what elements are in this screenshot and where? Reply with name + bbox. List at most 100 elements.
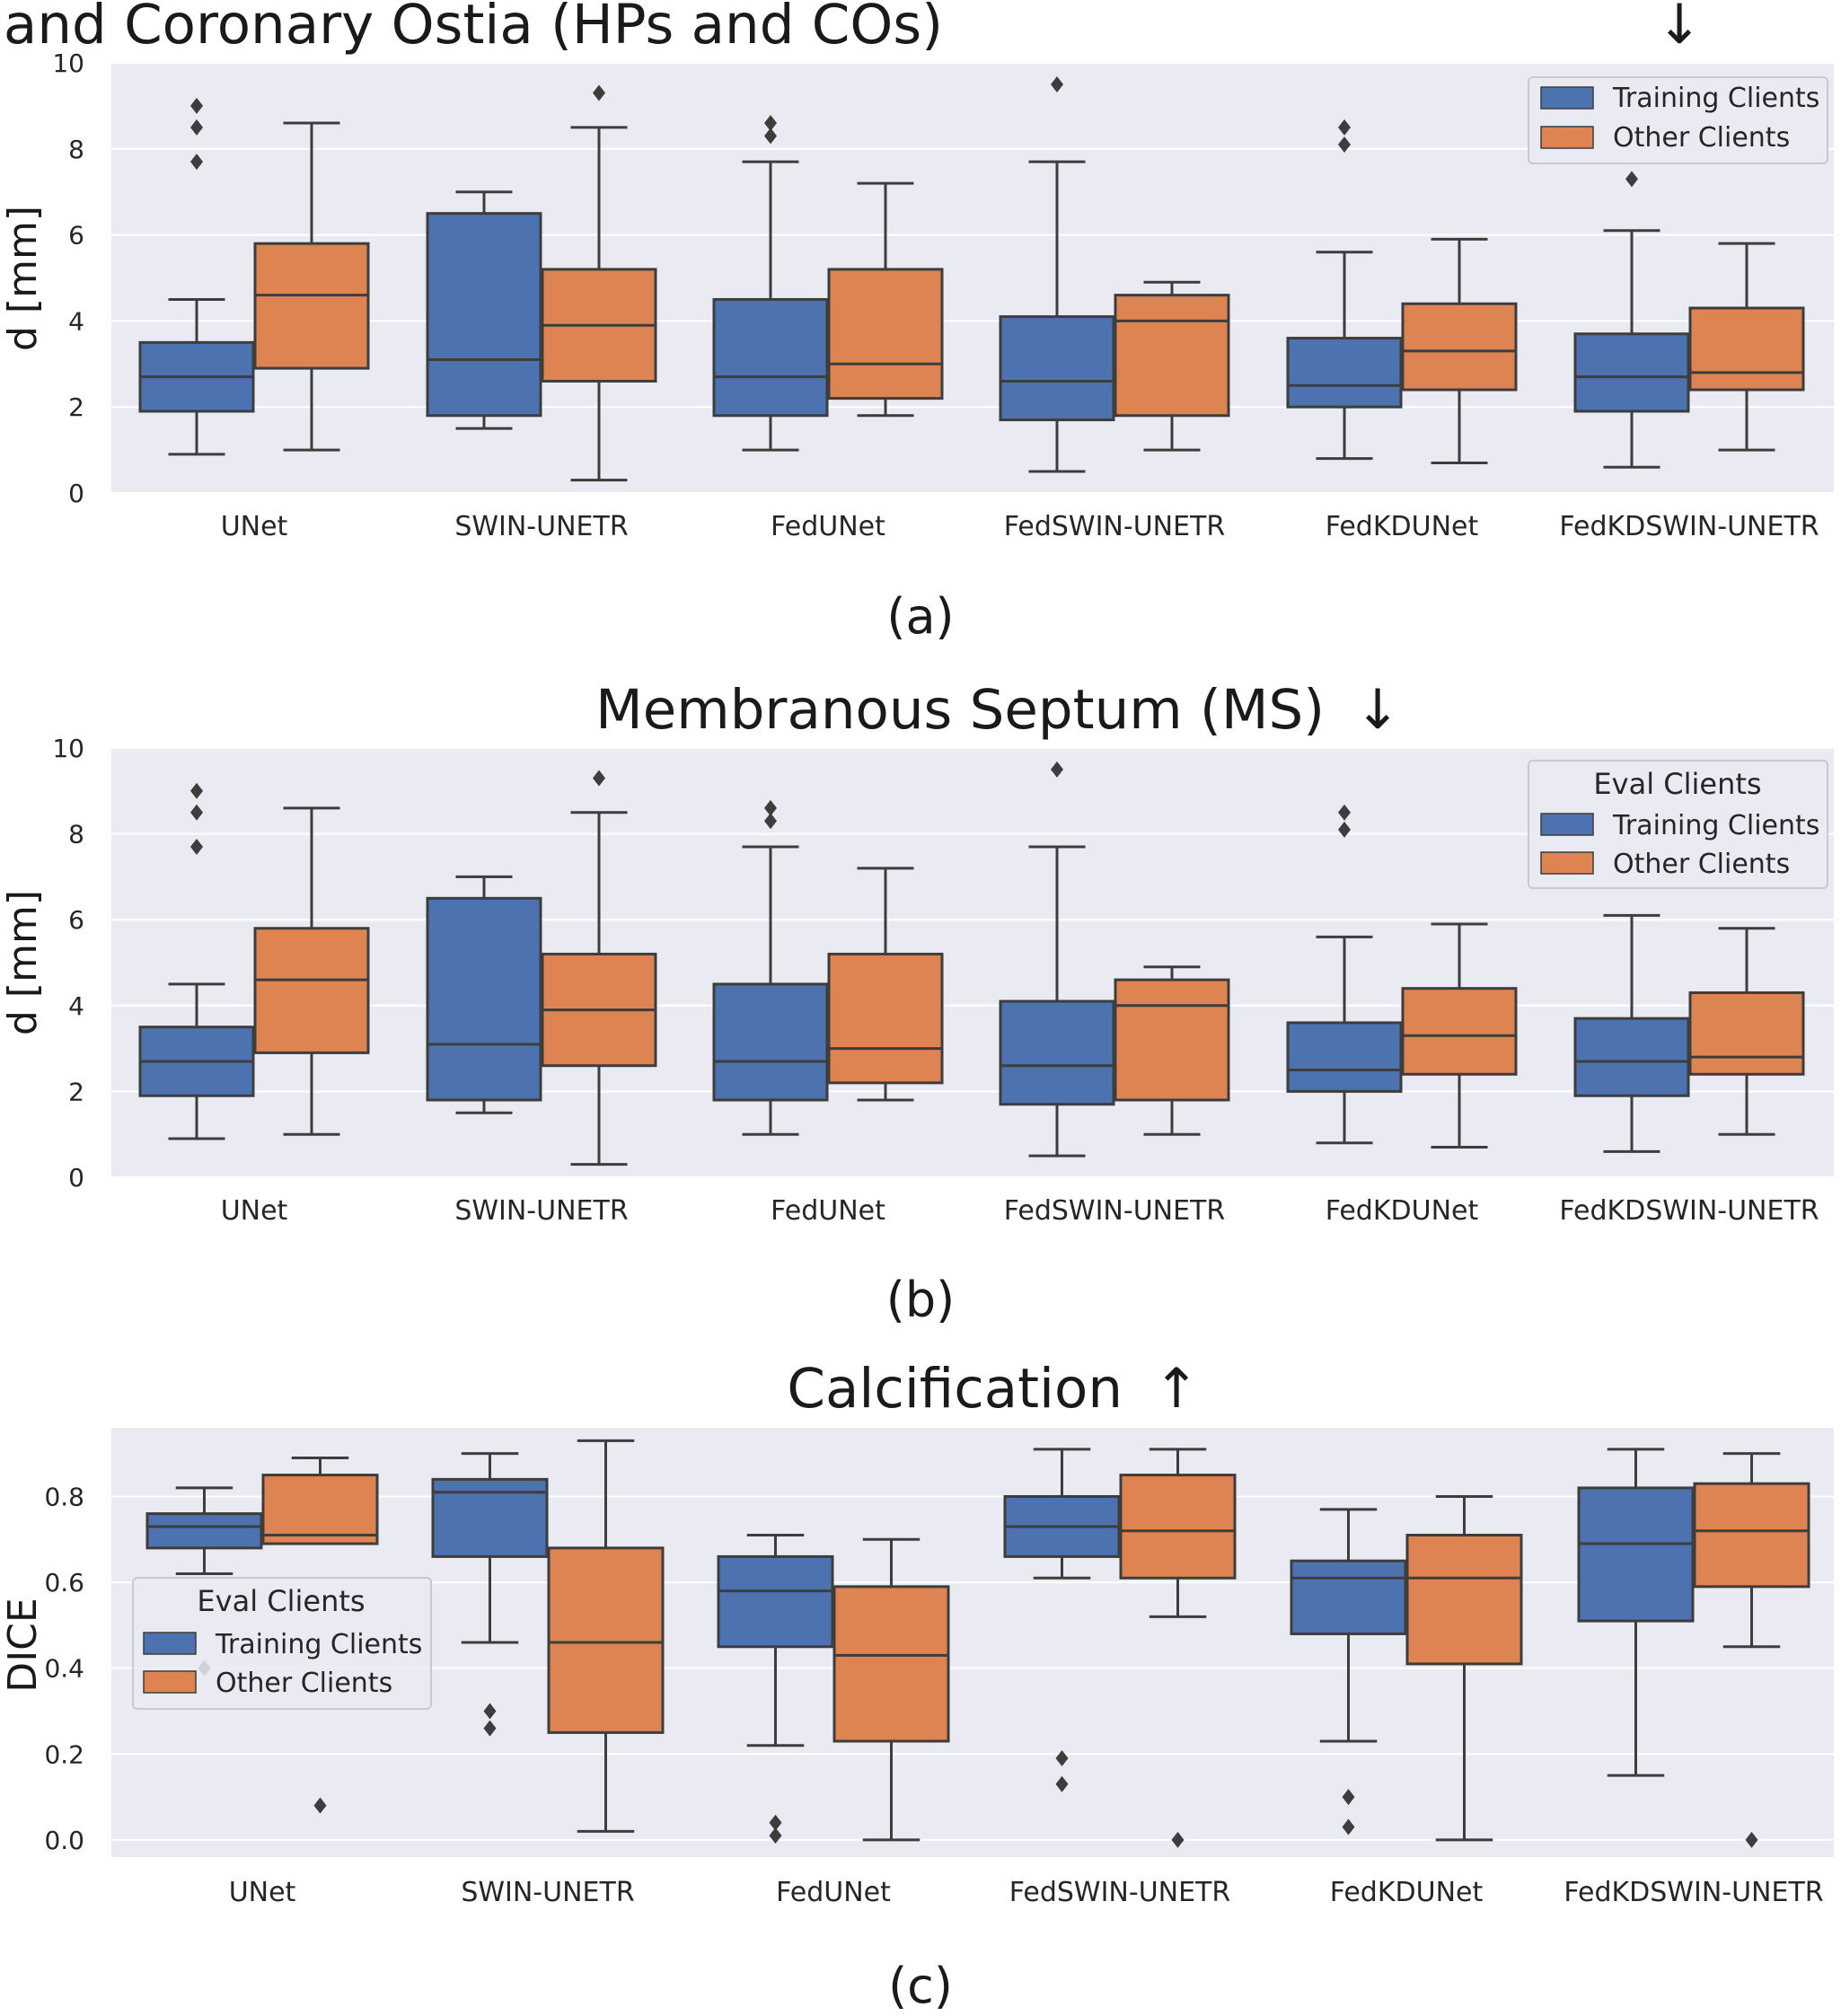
outlier-point	[764, 128, 777, 145]
box-other-3	[1114, 965, 1230, 1136]
legend-title: Eval Clients	[197, 1584, 365, 1618]
box-other-3	[1114, 280, 1230, 452]
panel-a-boxes	[138, 75, 1805, 482]
box-other-2	[827, 181, 944, 418]
box-other-5	[1688, 927, 1805, 1136]
box-body	[1401, 302, 1518, 392]
y-tick-label: 4	[68, 991, 84, 1021]
outlier-point	[313, 1797, 327, 1814]
box-body	[712, 982, 829, 1102]
box-training-3	[1003, 1448, 1121, 1792]
box-training-1	[426, 875, 542, 1114]
panel-b-title-arrow: ↓	[1354, 678, 1400, 742]
outlier-point	[190, 804, 203, 821]
x-category-label: FedKDUNet	[1326, 1195, 1479, 1227]
legend-frame	[1528, 760, 1828, 889]
box-training-0	[138, 782, 255, 1140]
x-category-label: SWIN-UNETR	[461, 1877, 634, 1908]
box-other-2	[827, 867, 944, 1102]
box-training-4	[1286, 119, 1403, 461]
box-training-1	[431, 1452, 549, 1737]
panel-a-y-axis-label: d [mm]	[0, 206, 46, 351]
x-category-label: SWIN-UNETR	[454, 1195, 628, 1227]
y-tick-label: 8	[68, 820, 84, 850]
box-training-1	[426, 190, 542, 430]
box-body	[145, 1512, 263, 1550]
box-other-0	[253, 806, 370, 1136]
y-tick-label: 0.6	[44, 1568, 84, 1598]
outlier-point	[190, 154, 203, 171]
box-other-5	[1693, 1452, 1810, 1848]
x-category-label: SWIN-UNETR	[454, 511, 628, 542]
box-other-4	[1401, 237, 1518, 464]
outlier-point	[769, 1827, 782, 1844]
outlier-point	[1625, 171, 1638, 188]
outlier-point	[1745, 1831, 1758, 1848]
box-body	[1693, 1482, 1810, 1589]
outlier-point	[1342, 1818, 1355, 1836]
outlier-point	[1338, 804, 1351, 821]
box-body	[999, 999, 1115, 1106]
outlier-point	[1051, 75, 1063, 92]
box-body	[253, 242, 370, 370]
box-body	[1119, 1474, 1237, 1580]
y-tick-label: 0	[68, 479, 84, 508]
box-body	[1290, 1559, 1407, 1635]
outlier-point	[1171, 1831, 1185, 1848]
panel-b-legend: Eval Clients Training Clients Other Clie…	[1528, 760, 1828, 889]
y-tick-label: 0	[68, 1163, 84, 1193]
x-category-label: FedUNet	[771, 511, 885, 542]
x-category-label: FedKDSWIN-UNETR	[1564, 1877, 1823, 1908]
box-body	[1114, 294, 1230, 418]
outlier-point	[190, 119, 203, 136]
box-body	[1573, 332, 1690, 413]
legend-frame	[1528, 76, 1828, 164]
panel-a-hps-cos: Hinge Points and Coronary Ostia (HPs and…	[0, 0, 1834, 645]
outlier-point	[190, 97, 203, 114]
legend-label-other: Other Clients	[1613, 849, 1790, 880]
outlier-point	[1342, 1789, 1355, 1806]
box-other-5	[1688, 242, 1805, 452]
box-other-4	[1401, 922, 1518, 1149]
box-training-4	[1286, 804, 1403, 1145]
box-other-0	[253, 121, 370, 452]
outlier-point	[1338, 821, 1351, 838]
box-other-0	[261, 1456, 379, 1814]
legend-swatch-other	[1540, 851, 1594, 875]
x-category-label: FedUNet	[776, 1877, 891, 1908]
outlier-point	[1055, 1775, 1069, 1792]
box-body	[832, 1585, 950, 1743]
legend-swatch-training	[143, 1632, 197, 1655]
y-tick-label: 2	[68, 392, 84, 422]
outlier-point	[190, 782, 203, 799]
box-other-1	[541, 84, 657, 482]
y-tick-label: 0.8	[44, 1482, 84, 1511]
legend-label-other: Other Clients	[1613, 122, 1790, 154]
panel-b-title: Membranous Septum (MS)	[595, 678, 1325, 742]
box-body	[999, 315, 1115, 422]
y-tick-label: 2	[68, 1077, 84, 1106]
outlier-point	[769, 1814, 782, 1831]
box-body	[1401, 987, 1518, 1076]
box-training-4	[1290, 1508, 1407, 1836]
panel-b-caption: (b)	[886, 1272, 955, 1328]
x-category-label: FedKDSWIN-UNETR	[1559, 511, 1819, 542]
box-body	[1286, 1021, 1403, 1093]
y-tick-label: 10	[52, 734, 84, 763]
box-training-2	[712, 799, 829, 1136]
x-category-label: FedSWIN-UNETR	[1004, 1195, 1225, 1227]
outlier-point	[593, 770, 605, 787]
panel-c-legend: Eval Clients Training Clients Other Clie…	[132, 1577, 432, 1710]
outlier-point	[764, 115, 777, 132]
box-body	[1573, 1017, 1690, 1097]
box-body	[717, 1554, 834, 1649]
panel-b-ms: Membranous Septum (MS) ↓ d [mm] 0246810 …	[0, 678, 1834, 1328]
outlier-point	[1338, 119, 1351, 136]
x-category-label: FedKDSWIN-UNETR	[1559, 1195, 1819, 1227]
panel-a-gridlines	[111, 62, 1834, 494]
panel-b-y-axis-label: d [mm]	[0, 890, 46, 1035]
panel-a-x-ticks: UNet SWIN-UNETR FedUNet FedSWIN-UNETR FedKDU…	[221, 511, 1819, 542]
legend-title: Eval Clients	[1593, 767, 1761, 801]
outlier-point	[764, 813, 777, 830]
